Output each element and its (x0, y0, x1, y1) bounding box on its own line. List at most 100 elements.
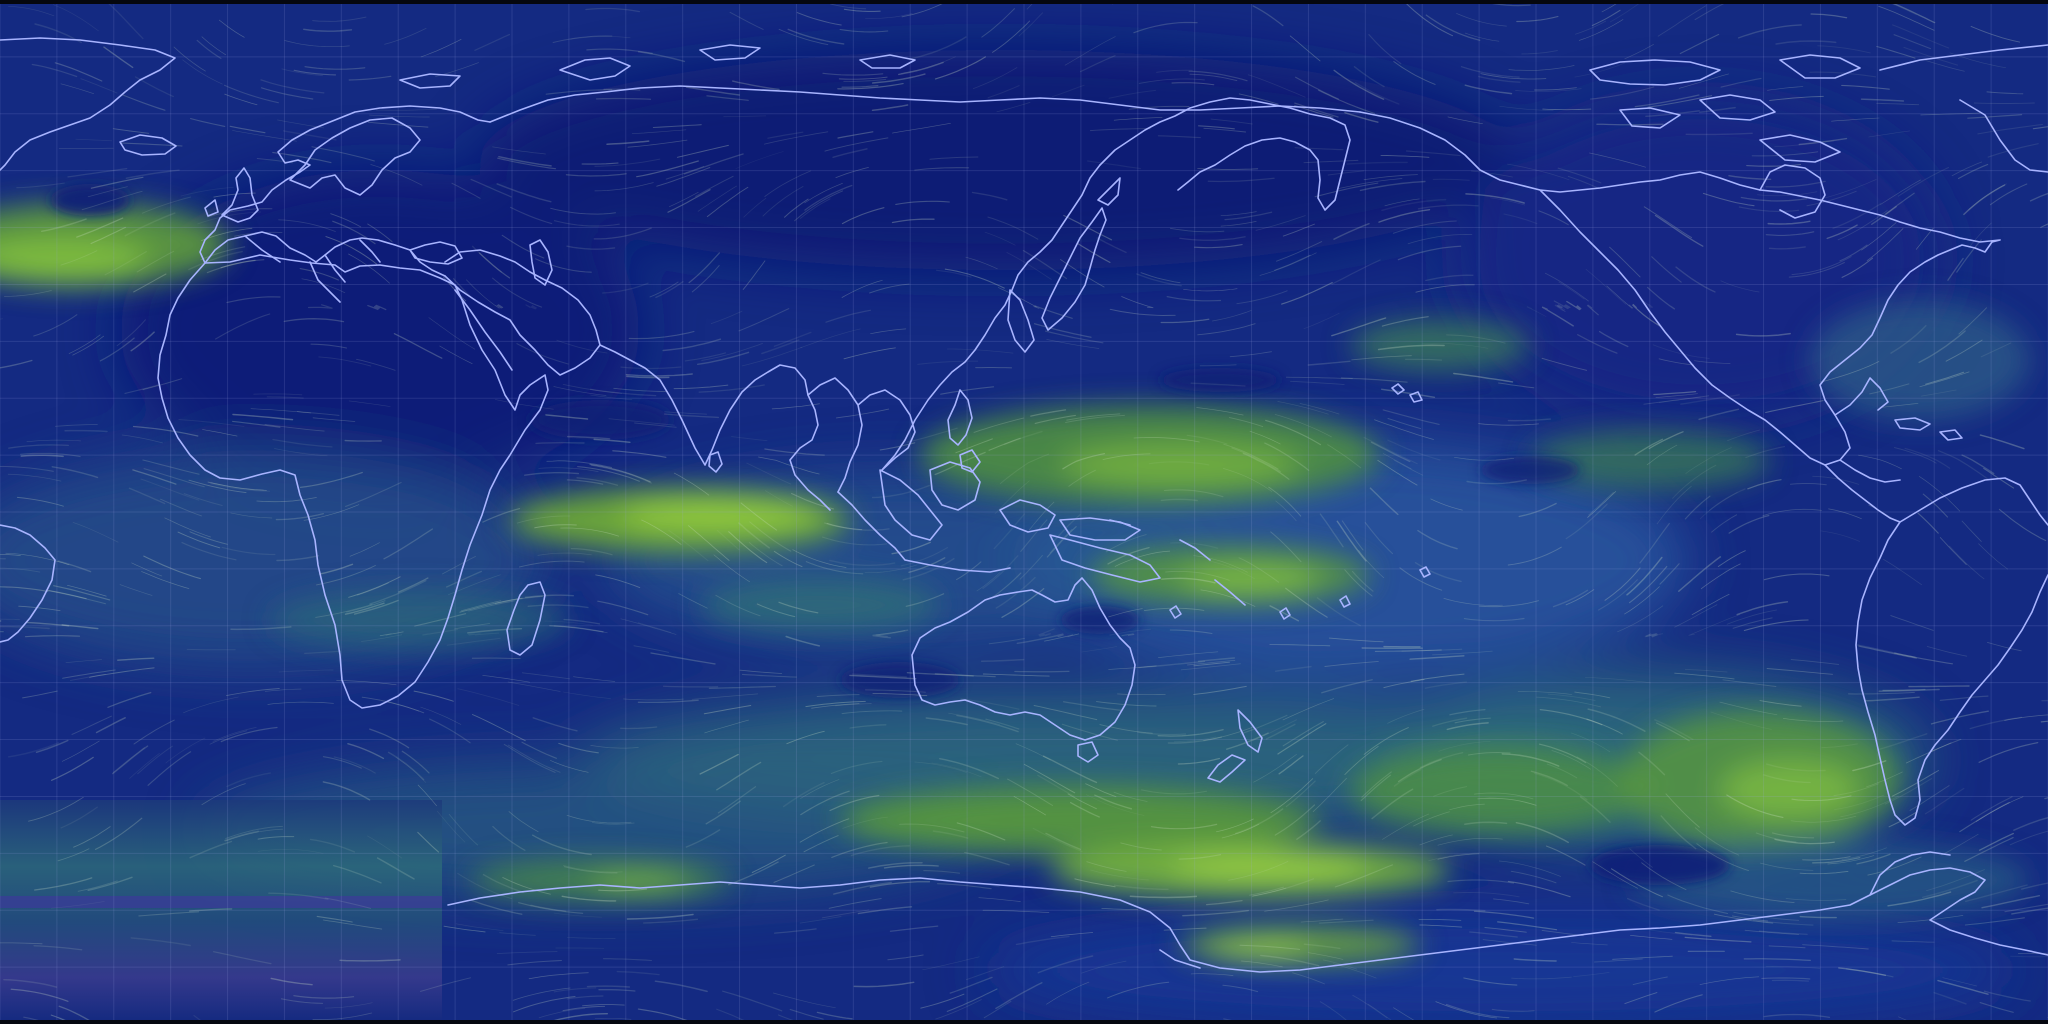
wind-streamline (525, 304, 538, 310)
wind-streamline (117, 657, 155, 661)
wind-streamline (367, 121, 429, 128)
wind-streamline (1956, 239, 1982, 273)
coastline-southeast-asia (807, 377, 916, 493)
wind-streamline (1617, 605, 1664, 633)
wind-streamline (994, 480, 1030, 514)
wind-streamline (1013, 796, 1046, 816)
wind-streamline (283, 318, 345, 323)
wind-streamline (1222, 984, 1259, 993)
wind-streamline (1680, 394, 1740, 405)
wind-streamline (949, 976, 993, 994)
wind-streamline (678, 593, 708, 609)
wind-streamline (501, 234, 545, 259)
wind-streamline (1878, 5, 1935, 31)
wind-streamline (1961, 454, 1995, 475)
wind-streamline (627, 139, 688, 148)
wind-streamline (1276, 241, 1323, 262)
wind-streamline (230, 626, 292, 631)
wind-streamline (1289, 35, 1321, 62)
wind-streamline (1346, 161, 1408, 165)
wind-streamline (137, 745, 173, 775)
coastline-japan (1041, 177, 1121, 331)
wind-streamline (454, 623, 491, 630)
wind-streamline (1545, 845, 1586, 866)
wind-streamline (1397, 758, 1442, 783)
wind-streamline (325, 236, 378, 265)
wind-streamline (348, 576, 401, 598)
wind-streamline (901, 0, 951, 18)
wind-streamline (784, 198, 809, 218)
wind-streamline (1384, 198, 1420, 207)
wind-streamline (121, 142, 183, 147)
wind-streamline (613, 387, 669, 393)
wind-streamline (729, 11, 764, 30)
wind-streamline (804, 182, 843, 204)
wind-streamline (1336, 520, 1367, 562)
wind-streamline (1945, 339, 1983, 362)
wind-streamline (1538, 743, 1587, 764)
wind-streamline (344, 602, 385, 615)
wind-streamline (7, 742, 60, 758)
wind-streamline (119, 584, 153, 596)
wind-streamline (1915, 227, 1934, 250)
wind-streamline (1774, 838, 1835, 845)
wind-streamline (749, 521, 792, 552)
wind-streamline (582, 1004, 625, 1007)
wind-streamline (1752, 919, 1814, 926)
wind-streamline (1726, 794, 1784, 818)
coastline-new-zealand (1207, 709, 1263, 783)
wind-streamline (1138, 660, 1206, 669)
wind-streamline (215, 313, 271, 340)
wind-streamline (1547, 693, 1596, 701)
wind-streamline (804, 184, 853, 211)
wind-streamline (132, 469, 177, 485)
wind-streamline (220, 726, 278, 743)
wind-streamline (562, 1005, 606, 1012)
wind-streamline (581, 162, 619, 165)
wind-streamline (1150, 823, 1218, 830)
wind-streamline (835, 703, 872, 707)
wind-streamline (1584, 677, 1652, 684)
wind-streamline (1419, 752, 1464, 769)
wind-streamline (95, 717, 126, 734)
wind-streamline (1294, 147, 1344, 151)
wind-streamline (1634, 94, 1700, 108)
wind-streamline (545, 89, 613, 95)
wind-streamline (1684, 669, 1728, 673)
wind-streamline (1282, 721, 1324, 747)
wind-streamline (1652, 344, 1710, 359)
wind-streamline (1698, 408, 1740, 421)
wind-streamline (1140, 272, 1181, 284)
wind-streamline (369, 728, 410, 749)
wind-streamline (1382, 813, 1430, 840)
wind-streamline (980, 658, 1025, 663)
wind-streamline (1387, 418, 1422, 430)
wind-streamline (257, 849, 324, 854)
wind-streamline (706, 186, 749, 218)
wind-streamline (212, 726, 257, 742)
wind-streamline (173, 46, 206, 72)
wind-streamline (553, 386, 607, 396)
wind-streamline (318, 356, 372, 367)
coastline-arctic-russia (489, 85, 1361, 123)
wind-streamline (516, 343, 569, 365)
wind-streamline (1393, 61, 1436, 85)
wind-streamline (1930, 710, 1989, 725)
wind-streamline (740, 502, 778, 531)
wind-streamline (999, 453, 1050, 485)
wind-streamline (276, 555, 319, 562)
wind-streamline (1675, 266, 1716, 293)
wind-streamline (1918, 330, 1966, 364)
wind-streamline (800, 779, 840, 799)
wind-streamline (1542, 108, 1592, 111)
wind-streamline (2004, 714, 2048, 721)
wind-streamline (1238, 93, 1279, 105)
wind-streamline (1921, 879, 1978, 899)
wind-streamline (553, 987, 597, 993)
wind-streamline (1454, 717, 1491, 724)
wind-streamline (1790, 815, 1857, 823)
wind-streamline (1586, 718, 1623, 735)
wind-streamline (1763, 573, 1830, 581)
